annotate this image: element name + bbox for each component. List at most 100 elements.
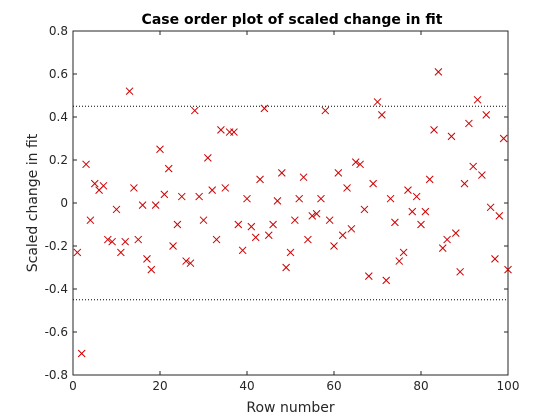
data-point <box>404 186 412 194</box>
data-point <box>373 98 382 106</box>
data-point <box>221 184 230 192</box>
data-point <box>147 265 156 274</box>
data-point <box>212 235 221 244</box>
data-point <box>478 171 486 179</box>
data-point <box>173 220 182 229</box>
y-tick-label: 0.6 <box>49 67 68 81</box>
data-point <box>130 184 138 192</box>
data-point <box>486 203 495 212</box>
data-point <box>112 205 121 214</box>
data-point <box>456 267 465 276</box>
data-point <box>369 179 378 188</box>
data-point <box>277 169 286 177</box>
data-point <box>360 205 369 214</box>
data-point <box>443 235 451 244</box>
data-point <box>238 246 247 255</box>
data-point <box>169 242 177 250</box>
data-point <box>143 255 151 263</box>
data-point <box>421 207 430 216</box>
x-tick-label: 0 <box>69 379 77 393</box>
data-point <box>160 190 169 199</box>
data-point <box>338 231 347 240</box>
data-point <box>260 104 269 113</box>
y-tick-label: 0.8 <box>49 24 68 38</box>
data-point <box>156 145 164 154</box>
x-tick-label: 80 <box>413 379 428 393</box>
data-point <box>273 196 282 205</box>
data-point <box>321 106 330 115</box>
data-point <box>438 244 447 253</box>
x-tick-label: 100 <box>497 379 520 393</box>
data-point <box>121 237 130 246</box>
data-point <box>86 216 95 225</box>
data-point <box>356 160 364 169</box>
data-point <box>491 255 499 263</box>
data-point <box>243 194 251 203</box>
data-point <box>408 207 417 216</box>
data-point <box>251 233 260 242</box>
y-tick-label: 0.2 <box>49 153 68 167</box>
data-point <box>195 192 204 201</box>
data-point <box>469 162 478 171</box>
data-point <box>430 126 438 134</box>
data-point <box>290 216 299 225</box>
data-point <box>247 222 256 231</box>
y-tick-label: 0.4 <box>49 110 68 124</box>
data-point <box>177 192 186 201</box>
data-point <box>103 235 112 244</box>
data-point <box>351 158 360 167</box>
data-point <box>434 67 443 76</box>
axes-box <box>72 30 509 376</box>
y-tick-label: 0 <box>60 196 68 210</box>
data-point <box>377 110 386 119</box>
data-point <box>134 235 143 244</box>
data-point <box>116 248 125 257</box>
x-tick-label: 40 <box>239 379 254 393</box>
y-tick-label: -0.4 <box>45 282 68 296</box>
data-point <box>295 194 304 203</box>
data-point <box>395 257 404 265</box>
data-point <box>343 184 351 192</box>
data-point <box>460 179 469 188</box>
data-point <box>269 220 277 229</box>
data-point <box>217 126 225 134</box>
x-tick-label: 60 <box>326 379 341 393</box>
plot-area: 0 20 40 60 80 100 -0.8 -0.6 -0.4 -0.2 0 0.2 0.4 0.6 0.… <box>45 24 520 393</box>
data-point <box>182 257 190 265</box>
data-point <box>504 265 512 274</box>
data-point <box>125 87 134 96</box>
data-point <box>391 218 399 227</box>
data-point <box>264 231 273 240</box>
data-point <box>330 242 338 250</box>
data-point <box>482 110 491 119</box>
data-point <box>451 229 460 237</box>
x-tick-label: 20 <box>152 379 167 393</box>
data-point <box>325 216 334 225</box>
data-point <box>190 106 199 115</box>
data-point <box>99 181 108 190</box>
y-tick-label: -0.6 <box>45 325 68 339</box>
data-point <box>399 248 408 257</box>
data-point <box>308 212 317 220</box>
data-point <box>234 220 243 229</box>
data-point <box>304 235 312 244</box>
data-point <box>312 209 321 218</box>
data-point <box>151 201 160 210</box>
data-point <box>347 224 356 233</box>
data-point <box>256 175 264 184</box>
data-point <box>164 164 173 173</box>
y-axis-label: Scaled change in fit <box>25 133 41 272</box>
data-point <box>364 272 373 280</box>
data-point <box>282 263 291 272</box>
data-point <box>199 216 208 225</box>
data-point <box>138 201 147 210</box>
data-point <box>108 237 117 246</box>
data-point <box>73 248 82 257</box>
data-point <box>317 194 325 203</box>
data-point <box>299 173 308 182</box>
data-point <box>90 179 99 188</box>
data-point <box>186 259 195 268</box>
data-point <box>386 194 395 203</box>
chart-title: Case order plot of scaled change in fit <box>142 12 443 28</box>
